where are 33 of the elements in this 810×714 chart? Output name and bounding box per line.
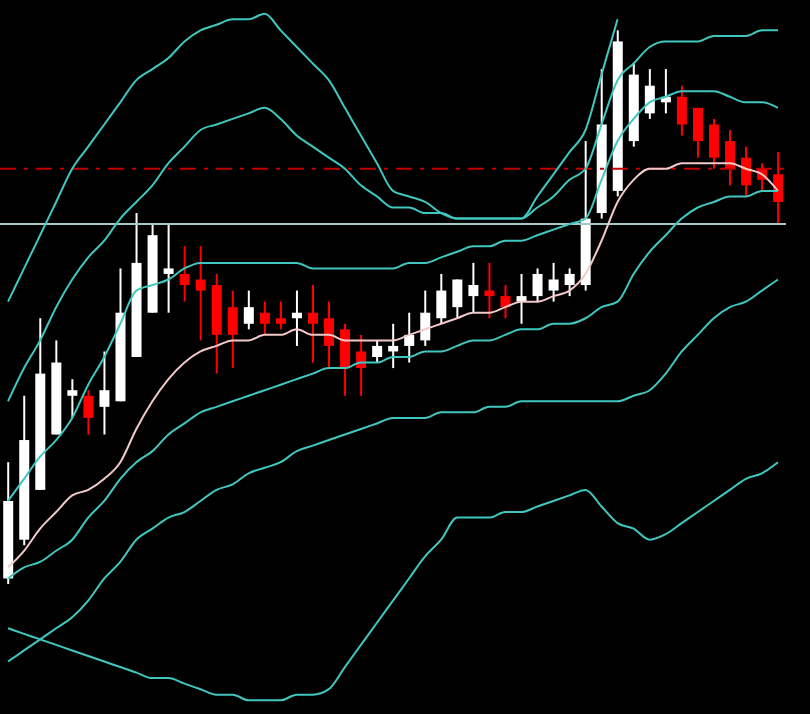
candlestick [692, 106, 703, 159]
candlestick [340, 322, 351, 397]
candlestick [676, 84, 687, 137]
candlestick [404, 311, 415, 364]
candlestick [259, 300, 270, 336]
candlestick [243, 289, 254, 331]
candlestick [725, 129, 736, 187]
candlestick [307, 284, 318, 364]
candlestick [179, 245, 190, 303]
candlestick [468, 261, 479, 314]
candlestick [83, 389, 94, 436]
candlestick [195, 245, 206, 342]
candlestick [452, 278, 463, 320]
candlestick [99, 350, 110, 436]
candlestick [388, 322, 399, 370]
candlestick [227, 289, 238, 370]
candlestick [741, 145, 752, 198]
candlestick [516, 272, 527, 325]
candlestick [324, 300, 335, 370]
candlestick [500, 284, 511, 320]
candlestick [548, 261, 559, 303]
candlestick [484, 261, 495, 320]
candlestick [773, 151, 784, 226]
candlestick [291, 289, 302, 347]
candlestick [163, 223, 174, 314]
candlestick [356, 333, 367, 397]
candlestick [564, 267, 575, 298]
candlestick [436, 272, 447, 325]
candlestick [67, 378, 78, 419]
candlestick [275, 300, 286, 331]
candlestick [372, 339, 383, 364]
candlestick [709, 117, 719, 170]
candlestick [532, 267, 543, 303]
